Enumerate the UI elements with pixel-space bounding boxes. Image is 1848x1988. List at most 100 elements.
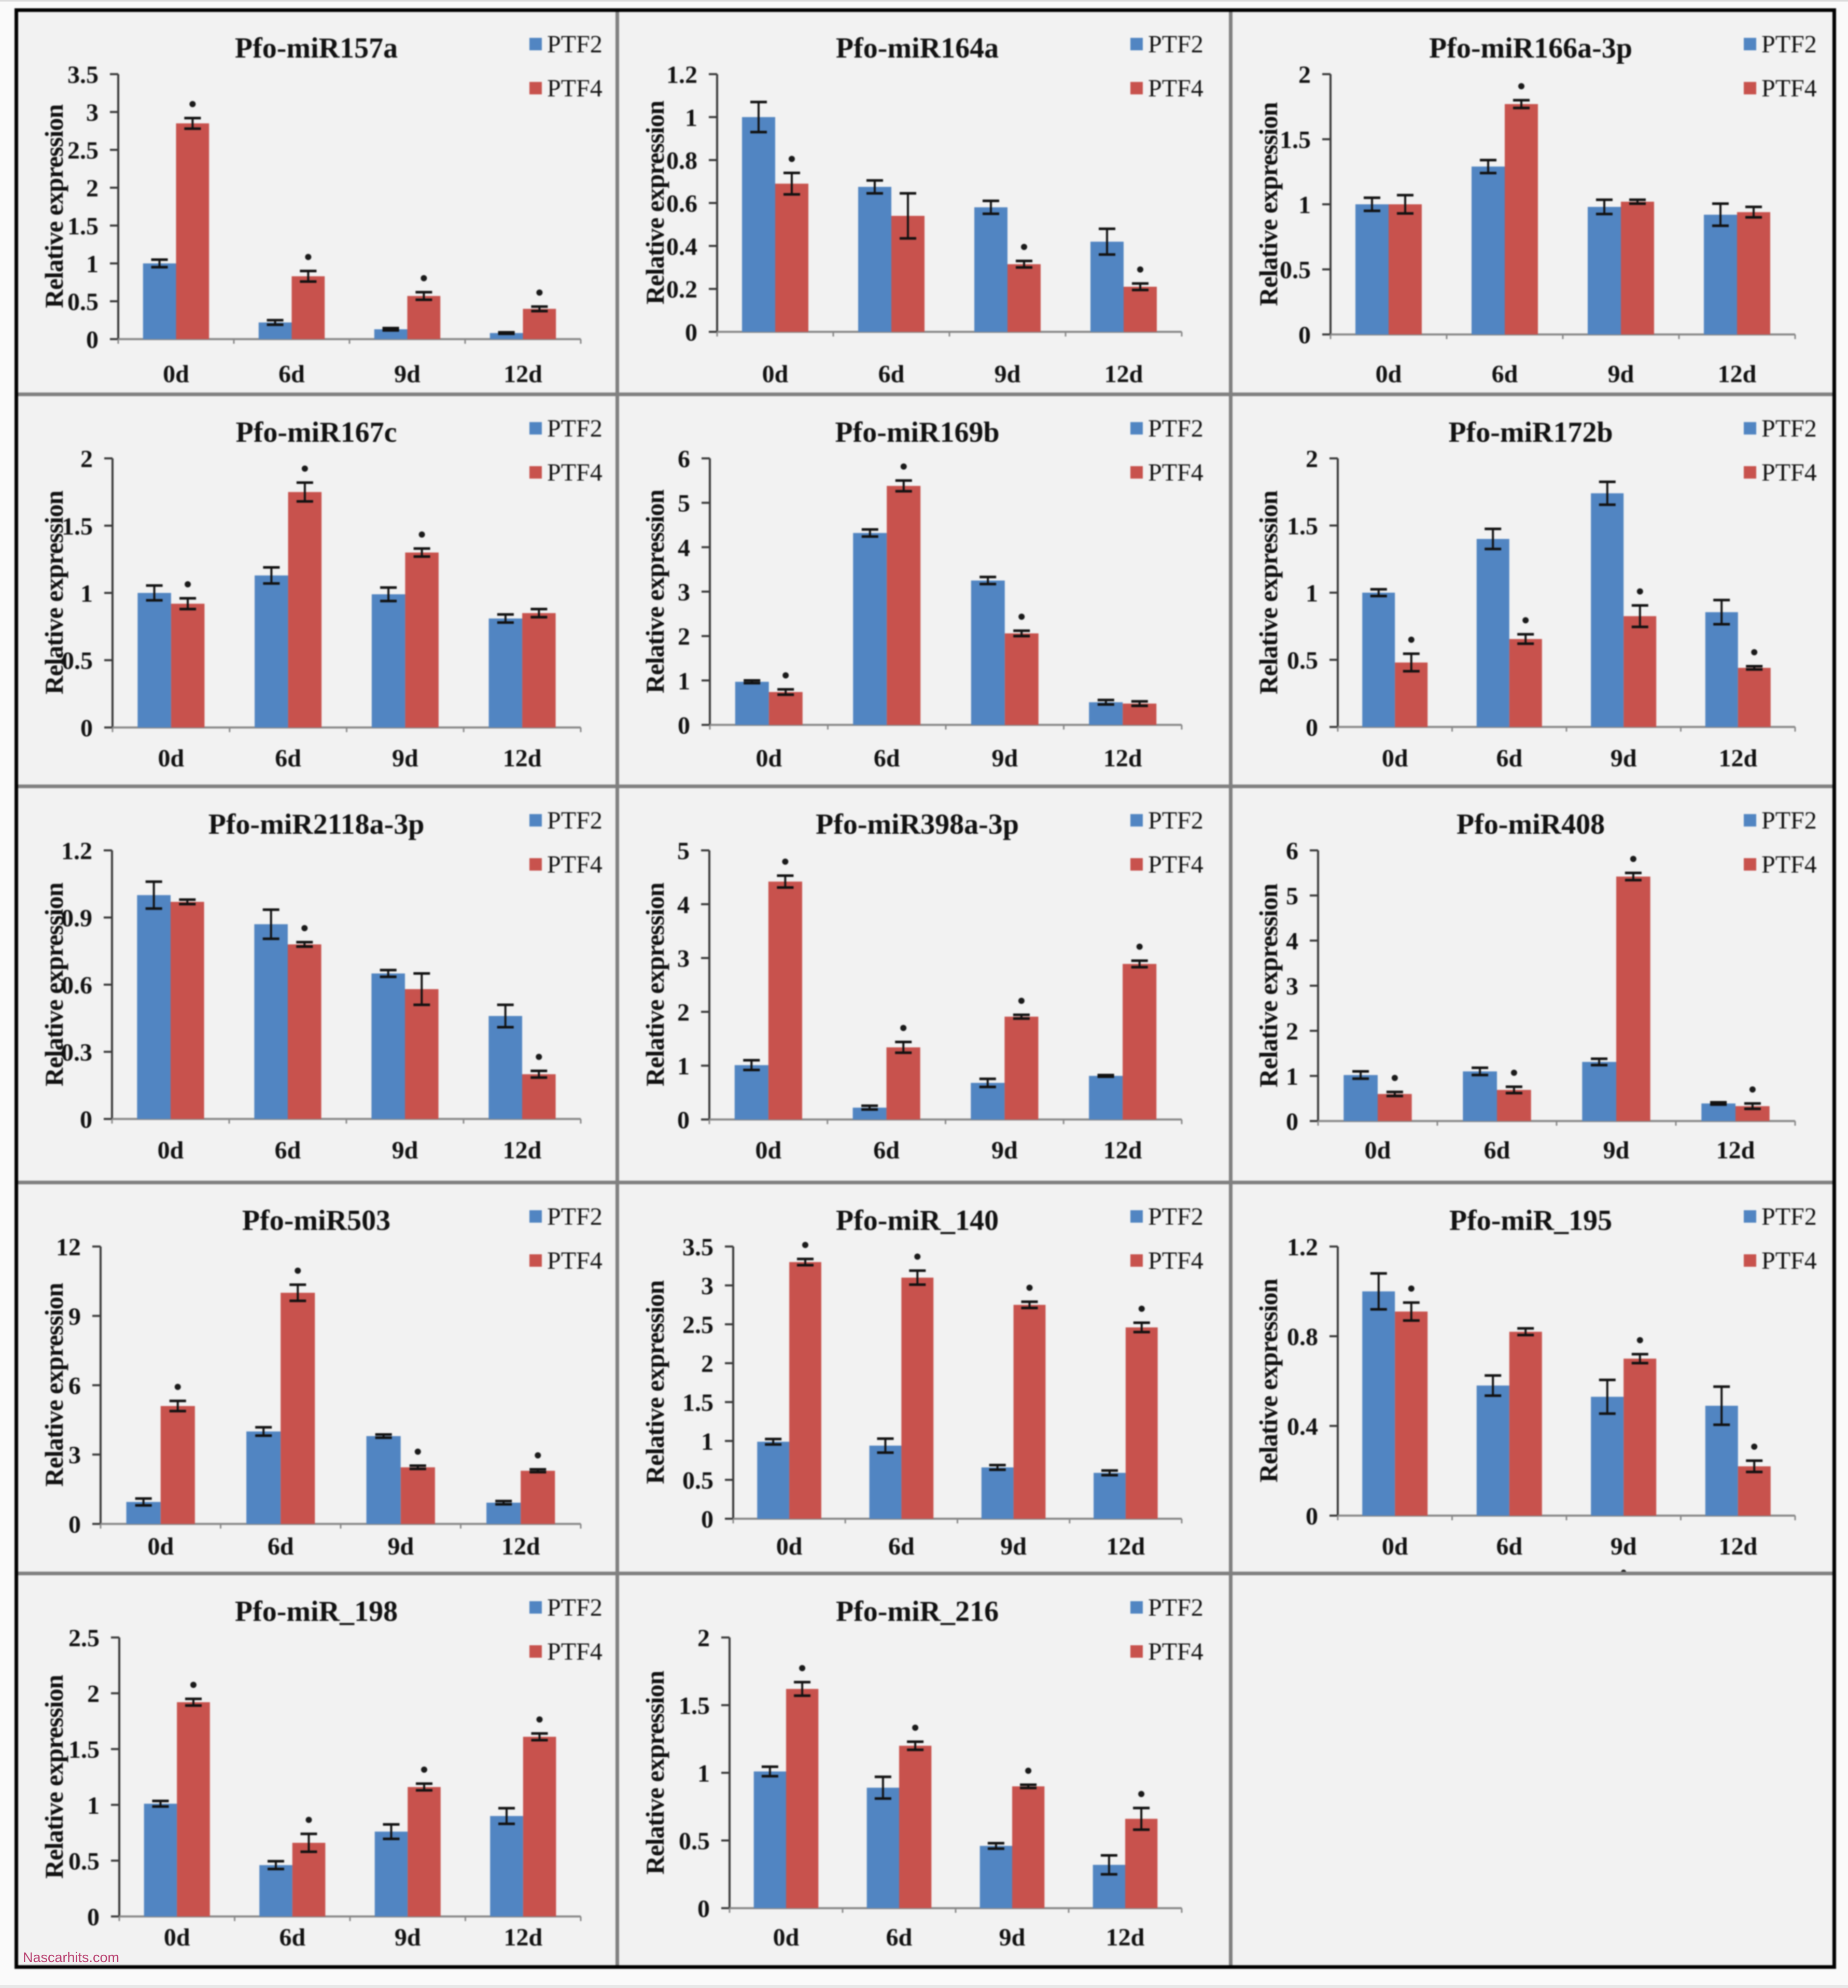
svg-text:Pfo-miR167c: Pfo-miR167c (235, 416, 397, 449)
svg-text:0: 0 (68, 1511, 81, 1538)
svg-text:0.8: 0.8 (666, 147, 697, 175)
svg-text:1: 1 (87, 1792, 100, 1819)
svg-text:0.5: 0.5 (68, 1847, 100, 1875)
svg-text:9d: 9d (995, 360, 1021, 388)
svg-text:6d: 6d (886, 1924, 913, 1951)
svg-text:Relative expression: Relative expression (1254, 102, 1283, 306)
svg-text:PTF4: PTF4 (547, 1247, 603, 1275)
svg-text:1.2: 1.2 (1287, 1234, 1318, 1261)
svg-text:PTF2: PTF2 (547, 1203, 603, 1230)
svg-text:3: 3 (677, 945, 690, 973)
svg-text:0d: 0d (1382, 745, 1408, 772)
svg-text:1.5: 1.5 (679, 1692, 710, 1720)
svg-text:PTF4: PTF4 (547, 459, 603, 486)
svg-text:PTF4: PTF4 (1761, 459, 1817, 486)
svg-text:4: 4 (678, 534, 690, 562)
svg-text:3.5: 3.5 (67, 61, 99, 89)
svg-text:PTF4: PTF4 (1148, 851, 1203, 878)
svg-text:4: 4 (677, 891, 690, 919)
svg-text:9d: 9d (999, 1924, 1026, 1951)
svg-text:2: 2 (1286, 1018, 1298, 1045)
svg-text:0: 0 (87, 1903, 100, 1931)
svg-text:2: 2 (80, 445, 93, 473)
svg-text:Relative expression: Relative expression (640, 101, 669, 305)
svg-text:4: 4 (1286, 928, 1298, 955)
svg-text:12d: 12d (1716, 1137, 1755, 1164)
svg-text:2: 2 (678, 623, 690, 651)
svg-text:Relative expression: Relative expression (39, 1675, 68, 1879)
svg-text:0d: 0d (755, 1137, 782, 1164)
svg-text:Relative expression: Relative expression (1254, 491, 1283, 695)
svg-text:6d: 6d (1496, 1533, 1522, 1560)
svg-text:6d: 6d (279, 1924, 305, 1951)
svg-text:0.4: 0.4 (1287, 1413, 1318, 1440)
svg-text:0: 0 (80, 715, 93, 742)
svg-text:3.5: 3.5 (682, 1234, 713, 1261)
svg-text:Relative expression: Relative expression (640, 489, 669, 694)
svg-text:0.2: 0.2 (666, 276, 697, 303)
svg-text:3: 3 (1286, 973, 1298, 1000)
svg-text:1: 1 (697, 1760, 710, 1787)
svg-text:0d: 0d (158, 1137, 184, 1164)
svg-text:PTF2: PTF2 (1148, 415, 1203, 442)
svg-text:0: 0 (701, 1506, 713, 1533)
svg-text:6d: 6d (1496, 745, 1522, 772)
svg-text:PTF4: PTF4 (547, 1638, 603, 1665)
svg-text:6d: 6d (278, 360, 305, 388)
svg-text:0: 0 (80, 1106, 92, 1133)
svg-text:2: 2 (87, 1681, 100, 1708)
svg-text:12d: 12d (503, 1924, 542, 1951)
svg-text:PTF2: PTF2 (547, 415, 603, 442)
svg-text:1.5: 1.5 (68, 1736, 100, 1763)
svg-text:PTF2: PTF2 (1148, 807, 1203, 834)
svg-text:6: 6 (68, 1373, 81, 1400)
svg-text:1: 1 (1298, 191, 1311, 219)
svg-text:9d: 9d (1611, 745, 1637, 772)
svg-text:1.2: 1.2 (666, 61, 697, 89)
svg-text:Pfo-miR408: Pfo-miR408 (1457, 808, 1605, 841)
svg-text:9d: 9d (1608, 360, 1634, 388)
svg-text:6d: 6d (268, 1533, 294, 1560)
svg-text:Relative expression: Relative expression (39, 491, 68, 695)
svg-text:PTF4: PTF4 (1761, 75, 1817, 102)
svg-text:PTF4: PTF4 (1761, 851, 1817, 878)
svg-text:6d: 6d (888, 1533, 915, 1560)
svg-text:0: 0 (678, 712, 690, 739)
svg-text:Relative expression: Relative expression (39, 1283, 68, 1487)
svg-text:3: 3 (86, 99, 99, 127)
svg-text:12d: 12d (503, 745, 542, 772)
svg-text:3: 3 (701, 1272, 713, 1300)
svg-text:6d: 6d (1484, 1137, 1510, 1164)
svg-text:PTF4: PTF4 (1148, 75, 1203, 102)
svg-text:2.5: 2.5 (682, 1311, 713, 1339)
svg-text:9d: 9d (1603, 1137, 1630, 1164)
svg-text:1.2: 1.2 (61, 837, 92, 865)
svg-text:PTF2: PTF2 (1761, 415, 1817, 442)
svg-text:12d: 12d (1103, 1137, 1142, 1164)
svg-text:12d: 12d (1103, 745, 1142, 772)
svg-text:0.4: 0.4 (666, 233, 697, 260)
svg-text:PTF2: PTF2 (547, 31, 603, 58)
svg-text:Pfo-miR_216: Pfo-miR_216 (836, 1595, 999, 1628)
svg-text:5: 5 (1286, 883, 1298, 910)
svg-text:PTF4: PTF4 (1148, 1247, 1203, 1275)
svg-text:9d: 9d (387, 1533, 414, 1560)
svg-text:1: 1 (1306, 580, 1318, 607)
svg-text:PTF4: PTF4 (547, 75, 603, 102)
svg-text:0.5: 0.5 (62, 647, 93, 675)
svg-text:PTF2: PTF2 (547, 807, 603, 834)
svg-text:0.3: 0.3 (61, 1039, 92, 1067)
svg-text:1.5: 1.5 (1287, 513, 1318, 540)
svg-text:9d: 9d (991, 745, 1018, 772)
svg-text:0: 0 (697, 1895, 710, 1923)
svg-text:PTF2: PTF2 (547, 1594, 603, 1621)
svg-text:0d: 0d (773, 1924, 800, 1951)
svg-text:2: 2 (1298, 61, 1311, 89)
svg-text:0.5: 0.5 (67, 288, 99, 316)
svg-text:PTF4: PTF4 (1148, 459, 1203, 486)
svg-text:2: 2 (1306, 445, 1318, 473)
svg-text:0: 0 (1306, 714, 1318, 741)
svg-text:0d: 0d (163, 360, 189, 388)
svg-text:0: 0 (677, 1107, 690, 1134)
svg-text:0: 0 (1306, 1503, 1318, 1530)
